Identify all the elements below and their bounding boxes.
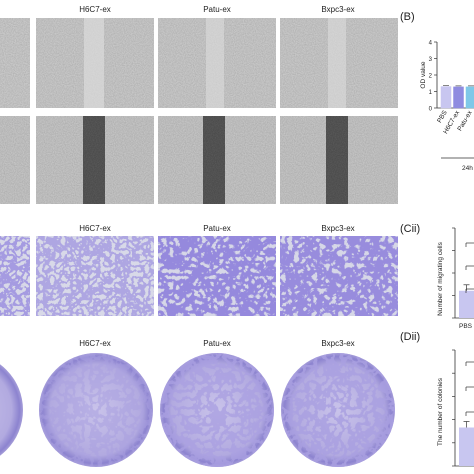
column-label-3-top: Bxpc3-ex	[321, 5, 354, 14]
y-axis-title-dii: The number of colonies	[437, 377, 444, 446]
chart-migrating-cells: Number of migrating cells PBS	[437, 227, 474, 330]
bar-b-0	[440, 86, 452, 109]
bar-b-2	[465, 86, 474, 109]
migration-image-bxpc3	[280, 236, 398, 316]
column-label-1-middle: H6C7-ex	[79, 224, 111, 233]
scratch-image-pbs-0h	[0, 18, 30, 108]
panel-label-b: (B)	[400, 11, 415, 23]
y-tick-label-b: 0	[429, 107, 433, 113]
y-tick-label-b: 3	[429, 57, 433, 63]
column-label-1-bottom: H6C7-ex	[79, 339, 111, 348]
colony-dish-patu	[160, 353, 274, 467]
y-axis-title-cii: Number of migrating cells	[437, 241, 444, 315]
scratch-image-patu-24h	[158, 116, 276, 204]
y-axis-title-b: OD value	[420, 61, 427, 88]
group-label-b: 24h	[462, 165, 473, 172]
column-label-1-top: H6C7-ex	[79, 5, 111, 14]
panel-label-cii: (Cii)	[400, 223, 420, 235]
column-label-2-bottom: Patu-ex	[203, 339, 231, 348]
migration-image-h6c7	[36, 236, 154, 316]
column-label-2-middle: Patu-ex	[203, 224, 231, 233]
row-d-colony-formation: H6C7-ex Patu-ex Bxpc3-ex	[0, 339, 395, 467]
bar-cii-0	[459, 290, 474, 318]
scratch-image-h6c7-24h	[36, 116, 154, 204]
migration-image-pbs	[0, 236, 30, 316]
colony-dish-pbs	[0, 364, 23, 456]
y-tick-label-b: 2	[429, 74, 433, 80]
row-a-scratch-assay: H6C7-ex Patu-ex Bxpc3-ex	[0, 5, 398, 204]
colony-dish-bxpc3	[281, 353, 395, 467]
colony-dish-h6c7	[39, 353, 153, 467]
scratch-image-bxpc3-0h	[280, 18, 398, 108]
scratch-image-bxpc3-24h	[280, 116, 398, 204]
bar-dii-0	[459, 427, 474, 466]
row-c-migration-assay: H6C7-ex Patu-ex Bxpc3-ex	[0, 224, 398, 316]
y-tick-label-b: 1	[429, 90, 433, 96]
scratch-image-patu-0h	[158, 18, 276, 108]
migration-image-patu	[158, 236, 276, 316]
column-label-2-top: Patu-ex	[203, 5, 231, 14]
chart-colonies: The number of colonies	[437, 349, 474, 467]
bar-b-1	[453, 86, 464, 109]
panel-label-dii: (Dii)	[400, 331, 420, 343]
column-label-3-middle: Bxpc3-ex	[321, 224, 354, 233]
column-label-3-bottom: Bxpc3-ex	[321, 339, 354, 348]
y-tick-label-b: 4	[429, 41, 433, 47]
scratch-image-pbs-24h	[0, 116, 30, 204]
scratch-image-h6c7-0h	[36, 18, 154, 108]
x-tick-label-cii-0: PBS	[459, 323, 473, 330]
